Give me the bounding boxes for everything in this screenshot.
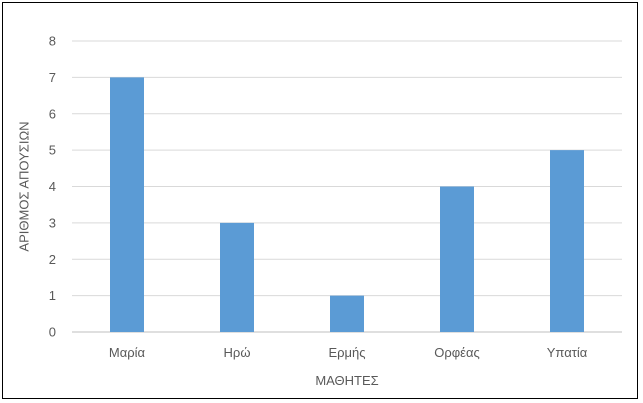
y-tick-label: 1 <box>49 288 56 303</box>
y-tick-label: 6 <box>49 106 56 121</box>
y-axis-ticks: 0 1 2 3 4 5 6 7 8 <box>49 34 56 340</box>
bar <box>440 186 474 332</box>
y-axis-title: ΑΡΙΘΜΟΣ ΑΠΟΥΣΙΩΝ <box>16 121 31 251</box>
y-tick-label: 2 <box>49 252 56 267</box>
bar <box>550 150 584 332</box>
bar <box>110 77 144 332</box>
bar <box>330 295 364 332</box>
bar <box>220 222 254 332</box>
x-tick-label: Ερμής <box>328 345 365 360</box>
y-tick-label: 4 <box>49 179 56 194</box>
x-tick-label: Υπατία <box>547 345 588 360</box>
y-tick-label: 0 <box>49 325 56 340</box>
x-tick-label: Ηρώ <box>224 345 251 360</box>
x-axis-ticks: Μαρία Ηρώ Ερμής Ορφέας Υπατία <box>109 345 588 360</box>
x-tick-label: Ορφέας <box>434 345 480 360</box>
gridlines <box>72 40 622 333</box>
y-tick-label: 7 <box>49 70 56 85</box>
x-axis-title: ΜΑΘΗΤΕΣ <box>315 373 378 388</box>
x-tick-label: Μαρία <box>109 345 146 360</box>
bars <box>110 77 584 332</box>
y-tick-label: 8 <box>49 34 56 49</box>
y-tick-label: 3 <box>49 215 56 230</box>
chart-frame <box>2 2 638 399</box>
y-tick-label: 5 <box>49 143 56 158</box>
